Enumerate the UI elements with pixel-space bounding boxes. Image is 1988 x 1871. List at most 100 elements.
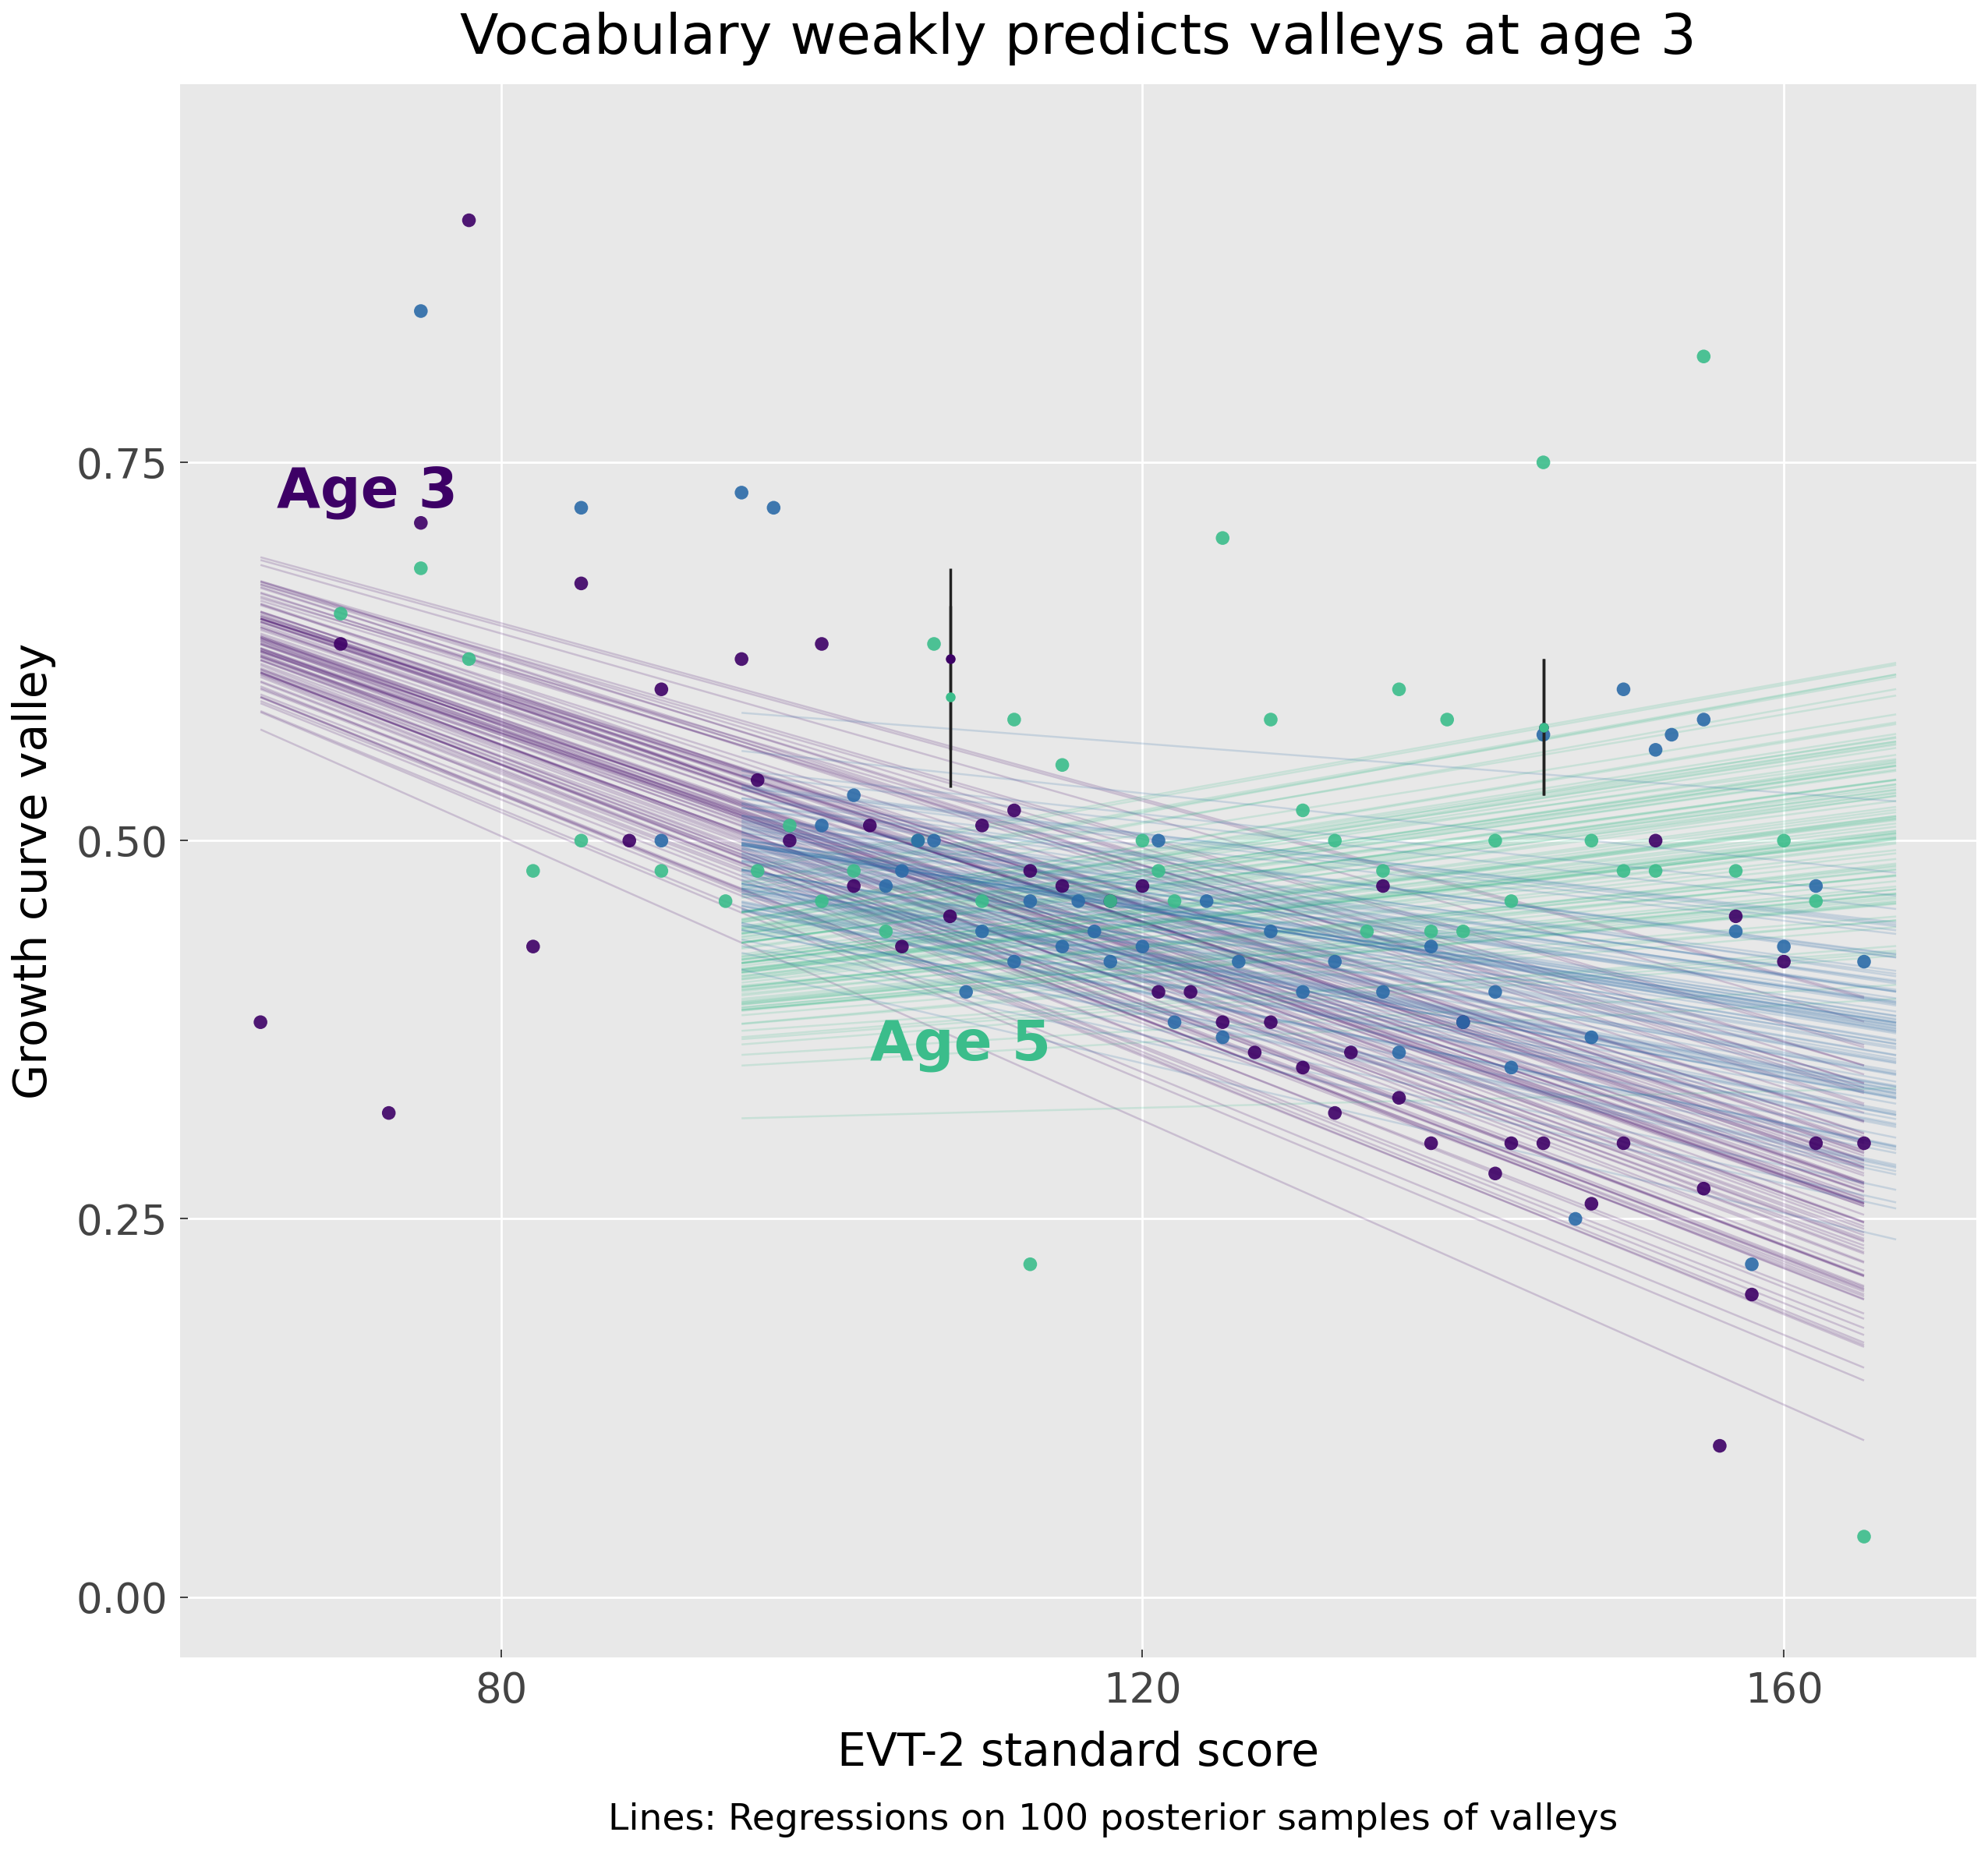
Point	[1447, 917, 1479, 947]
Point	[742, 855, 773, 885]
Point	[565, 825, 596, 855]
Point	[1318, 947, 1350, 977]
Point	[1688, 1173, 1720, 1203]
Point	[1720, 855, 1751, 885]
Point	[324, 599, 356, 629]
Point	[1479, 977, 1511, 1007]
Point	[1415, 932, 1447, 962]
Point	[887, 855, 918, 885]
Point	[1527, 447, 1559, 477]
Point	[517, 855, 549, 885]
Point	[1576, 825, 1608, 855]
Point	[1014, 1250, 1046, 1280]
Point	[1656, 720, 1688, 750]
Point	[710, 887, 742, 917]
Point	[453, 206, 485, 236]
Point	[1640, 825, 1672, 855]
Point	[1608, 674, 1640, 703]
Point	[646, 855, 678, 885]
Point	[871, 872, 903, 902]
Point	[1318, 1098, 1350, 1128]
Point	[324, 629, 356, 659]
Point	[1415, 1128, 1447, 1158]
Point	[1736, 1250, 1767, 1280]
Point	[1767, 825, 1799, 855]
Point	[1095, 887, 1127, 917]
Point	[565, 569, 596, 599]
Point	[1688, 342, 1720, 372]
Point	[1415, 917, 1447, 947]
Point	[887, 932, 918, 962]
Point	[1384, 1083, 1415, 1113]
Point	[966, 810, 998, 840]
Point	[1527, 1128, 1559, 1158]
Point	[374, 1098, 406, 1128]
Point	[903, 825, 934, 855]
Point	[1527, 720, 1559, 750]
Point	[742, 765, 773, 795]
Point	[966, 917, 998, 947]
Point	[453, 644, 485, 674]
Point	[1576, 1188, 1608, 1218]
Point	[1447, 1007, 1479, 1037]
Point	[1767, 947, 1799, 977]
Point	[1207, 524, 1239, 554]
Point	[1143, 855, 1175, 885]
Point	[1720, 902, 1751, 932]
Text: Lines: Regressions on 100 posterior samples of valleys: Lines: Regressions on 100 posterior samp…	[608, 1802, 1618, 1837]
Point	[1576, 1022, 1608, 1052]
Point	[918, 629, 950, 659]
Point	[934, 902, 966, 932]
Point	[1495, 1053, 1527, 1083]
Point	[565, 492, 596, 522]
Point	[646, 674, 678, 703]
Point	[1336, 1038, 1368, 1068]
Point	[805, 810, 837, 840]
Point	[1175, 977, 1207, 1007]
Point	[614, 825, 646, 855]
Point	[966, 887, 998, 917]
Point	[1384, 674, 1415, 703]
Point	[998, 947, 1030, 977]
Point	[805, 629, 837, 659]
Point	[1720, 917, 1751, 947]
Point	[1077, 917, 1109, 947]
Point	[245, 1007, 276, 1037]
Point	[1014, 855, 1046, 885]
Point	[1384, 1038, 1415, 1068]
Point	[1849, 947, 1881, 977]
Point	[805, 887, 837, 917]
Text: Age 3: Age 3	[276, 466, 457, 520]
Point	[1640, 735, 1672, 765]
Point	[1095, 947, 1127, 977]
Point	[1143, 977, 1175, 1007]
Point	[517, 932, 549, 962]
Point	[1207, 1022, 1239, 1052]
Point	[903, 825, 934, 855]
Point	[757, 492, 789, 522]
Point	[1254, 705, 1286, 735]
Point	[837, 780, 869, 810]
Point	[406, 507, 437, 537]
Point	[1736, 1280, 1767, 1310]
Point	[1799, 872, 1831, 902]
Point	[1849, 1521, 1881, 1551]
Point	[1447, 1007, 1479, 1037]
Point	[1159, 887, 1191, 917]
Point	[1368, 855, 1400, 885]
Title: Vocabulary weakly predicts valleys at age 3: Vocabulary weakly predicts valleys at ag…	[459, 11, 1696, 65]
Point	[1495, 1128, 1527, 1158]
Point	[1368, 977, 1400, 1007]
Point	[1431, 705, 1463, 735]
Point	[1046, 872, 1077, 902]
Point	[1286, 977, 1318, 1007]
Point	[1688, 705, 1720, 735]
Point	[1352, 917, 1384, 947]
Point	[1799, 887, 1831, 917]
Point	[1062, 887, 1093, 917]
Point	[1608, 855, 1640, 885]
Point	[1046, 932, 1077, 962]
Point	[1095, 887, 1127, 917]
Point	[1318, 825, 1350, 855]
Point	[1207, 1007, 1239, 1037]
